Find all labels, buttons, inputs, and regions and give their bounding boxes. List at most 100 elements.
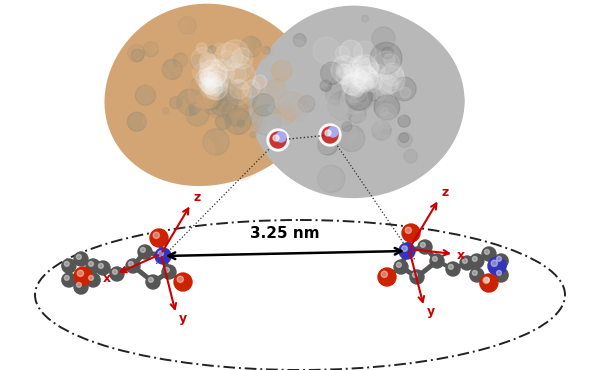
Circle shape (338, 125, 365, 152)
Circle shape (257, 154, 266, 162)
Circle shape (214, 61, 242, 90)
Circle shape (177, 276, 184, 282)
Circle shape (226, 63, 246, 84)
Circle shape (396, 26, 410, 41)
Circle shape (280, 101, 305, 128)
Circle shape (494, 268, 508, 282)
Circle shape (320, 62, 343, 84)
Circle shape (150, 229, 168, 247)
Circle shape (433, 256, 437, 261)
Circle shape (348, 132, 371, 155)
Circle shape (201, 77, 222, 97)
Circle shape (316, 167, 340, 191)
Circle shape (341, 86, 368, 114)
Circle shape (181, 68, 193, 80)
Circle shape (74, 280, 88, 294)
Circle shape (349, 94, 361, 105)
Circle shape (298, 135, 315, 153)
Circle shape (353, 41, 376, 64)
Circle shape (245, 74, 253, 83)
Circle shape (169, 58, 182, 72)
Circle shape (250, 132, 256, 138)
Circle shape (386, 91, 412, 116)
Circle shape (154, 62, 181, 89)
Circle shape (400, 87, 411, 98)
Circle shape (328, 91, 357, 120)
Circle shape (199, 84, 229, 114)
Text: z: z (193, 191, 200, 204)
Circle shape (350, 81, 358, 89)
Circle shape (170, 97, 182, 109)
Circle shape (262, 46, 270, 54)
Circle shape (187, 63, 217, 92)
Circle shape (322, 127, 338, 143)
Circle shape (361, 120, 372, 132)
Circle shape (208, 60, 235, 86)
Circle shape (204, 90, 232, 118)
Circle shape (157, 96, 188, 128)
Circle shape (262, 114, 288, 141)
Circle shape (274, 120, 296, 142)
Circle shape (460, 256, 474, 270)
Circle shape (196, 70, 214, 88)
Text: z: z (441, 186, 448, 199)
Circle shape (205, 92, 216, 104)
Circle shape (215, 114, 231, 130)
Circle shape (352, 65, 365, 77)
Circle shape (318, 135, 338, 155)
Circle shape (352, 106, 380, 134)
Circle shape (177, 56, 191, 70)
Circle shape (368, 63, 379, 73)
Circle shape (205, 64, 226, 86)
Circle shape (230, 78, 248, 97)
Circle shape (428, 78, 445, 95)
Circle shape (205, 120, 234, 149)
Circle shape (176, 89, 203, 115)
Circle shape (379, 112, 395, 129)
Circle shape (200, 53, 216, 70)
Circle shape (201, 68, 217, 85)
Circle shape (151, 26, 178, 54)
Circle shape (488, 257, 506, 275)
Circle shape (415, 126, 423, 135)
Circle shape (402, 224, 420, 242)
Circle shape (491, 260, 497, 266)
Circle shape (494, 254, 508, 268)
Circle shape (134, 61, 159, 87)
Circle shape (363, 78, 373, 88)
Circle shape (136, 85, 155, 105)
Circle shape (398, 115, 410, 127)
Circle shape (216, 60, 239, 84)
Circle shape (186, 53, 206, 73)
Circle shape (368, 112, 375, 118)
Circle shape (199, 82, 205, 88)
Text: y: y (179, 312, 187, 325)
Circle shape (328, 151, 356, 179)
Circle shape (358, 94, 366, 102)
Circle shape (199, 98, 212, 111)
Circle shape (266, 79, 286, 99)
Circle shape (421, 68, 447, 95)
Circle shape (200, 56, 219, 74)
Circle shape (140, 248, 145, 252)
Circle shape (212, 77, 236, 100)
Circle shape (371, 134, 394, 157)
Circle shape (145, 66, 170, 91)
Circle shape (347, 90, 359, 102)
Circle shape (232, 48, 253, 69)
Circle shape (199, 60, 227, 87)
Circle shape (202, 78, 211, 87)
Circle shape (290, 38, 302, 50)
Circle shape (354, 66, 378, 90)
Circle shape (380, 107, 388, 116)
Circle shape (341, 74, 362, 95)
Circle shape (397, 132, 412, 148)
Circle shape (174, 273, 192, 291)
Circle shape (194, 79, 208, 92)
Circle shape (352, 60, 361, 68)
Circle shape (353, 67, 378, 92)
Circle shape (353, 55, 378, 80)
Circle shape (470, 268, 484, 282)
Circle shape (370, 167, 385, 183)
Circle shape (238, 18, 264, 45)
